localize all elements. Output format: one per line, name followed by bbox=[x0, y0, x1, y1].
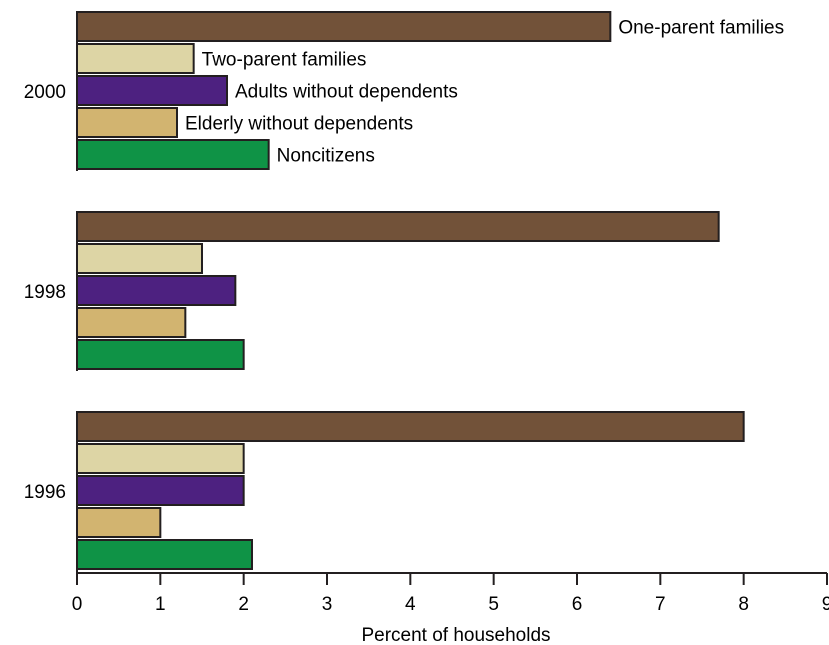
year-label-2000: 2000 bbox=[24, 82, 66, 103]
series-label-3: Elderly without dependents bbox=[185, 114, 413, 135]
x-tick-label-5: 5 bbox=[488, 594, 499, 615]
bar-2000-3 bbox=[77, 108, 177, 137]
bar-1998-1 bbox=[77, 244, 202, 273]
series-label-2: Adults without dependents bbox=[235, 82, 458, 103]
x-tick-label-2: 2 bbox=[238, 594, 249, 615]
x-tick-label-0: 0 bbox=[72, 594, 83, 615]
x-tick-label-9: 9 bbox=[822, 594, 829, 615]
bar-2000-4 bbox=[77, 140, 269, 169]
bar-1996-2 bbox=[77, 476, 244, 505]
bar-1998-4 bbox=[77, 340, 244, 369]
bar-1998-3 bbox=[77, 308, 185, 337]
x-tick-label-4: 4 bbox=[405, 594, 416, 615]
bar-1996-4 bbox=[77, 540, 252, 569]
series-label-4: Noncitizens bbox=[277, 146, 375, 167]
bar-2000-0 bbox=[77, 12, 610, 41]
x-tick-label-6: 6 bbox=[572, 594, 583, 615]
bar-2000-1 bbox=[77, 44, 194, 73]
x-tick-label-1: 1 bbox=[155, 594, 166, 615]
bar-1998-2 bbox=[77, 276, 235, 305]
bar-1996-1 bbox=[77, 444, 244, 473]
series-label-1: Two-parent families bbox=[202, 50, 367, 71]
x-tick-label-7: 7 bbox=[655, 594, 666, 615]
x-tick-label-3: 3 bbox=[322, 594, 333, 615]
bar-1996-0 bbox=[77, 412, 744, 441]
bar-1996-3 bbox=[77, 508, 160, 537]
series-label-0: One-parent families bbox=[618, 18, 784, 39]
bar-2000-2 bbox=[77, 76, 227, 105]
x-tick-label-8: 8 bbox=[738, 594, 749, 615]
bar-1998-0 bbox=[77, 212, 719, 241]
year-label-1998: 1998 bbox=[24, 282, 66, 303]
year-label-1996: 1996 bbox=[24, 482, 66, 503]
x-axis-title: Percent of households bbox=[361, 625, 550, 645]
